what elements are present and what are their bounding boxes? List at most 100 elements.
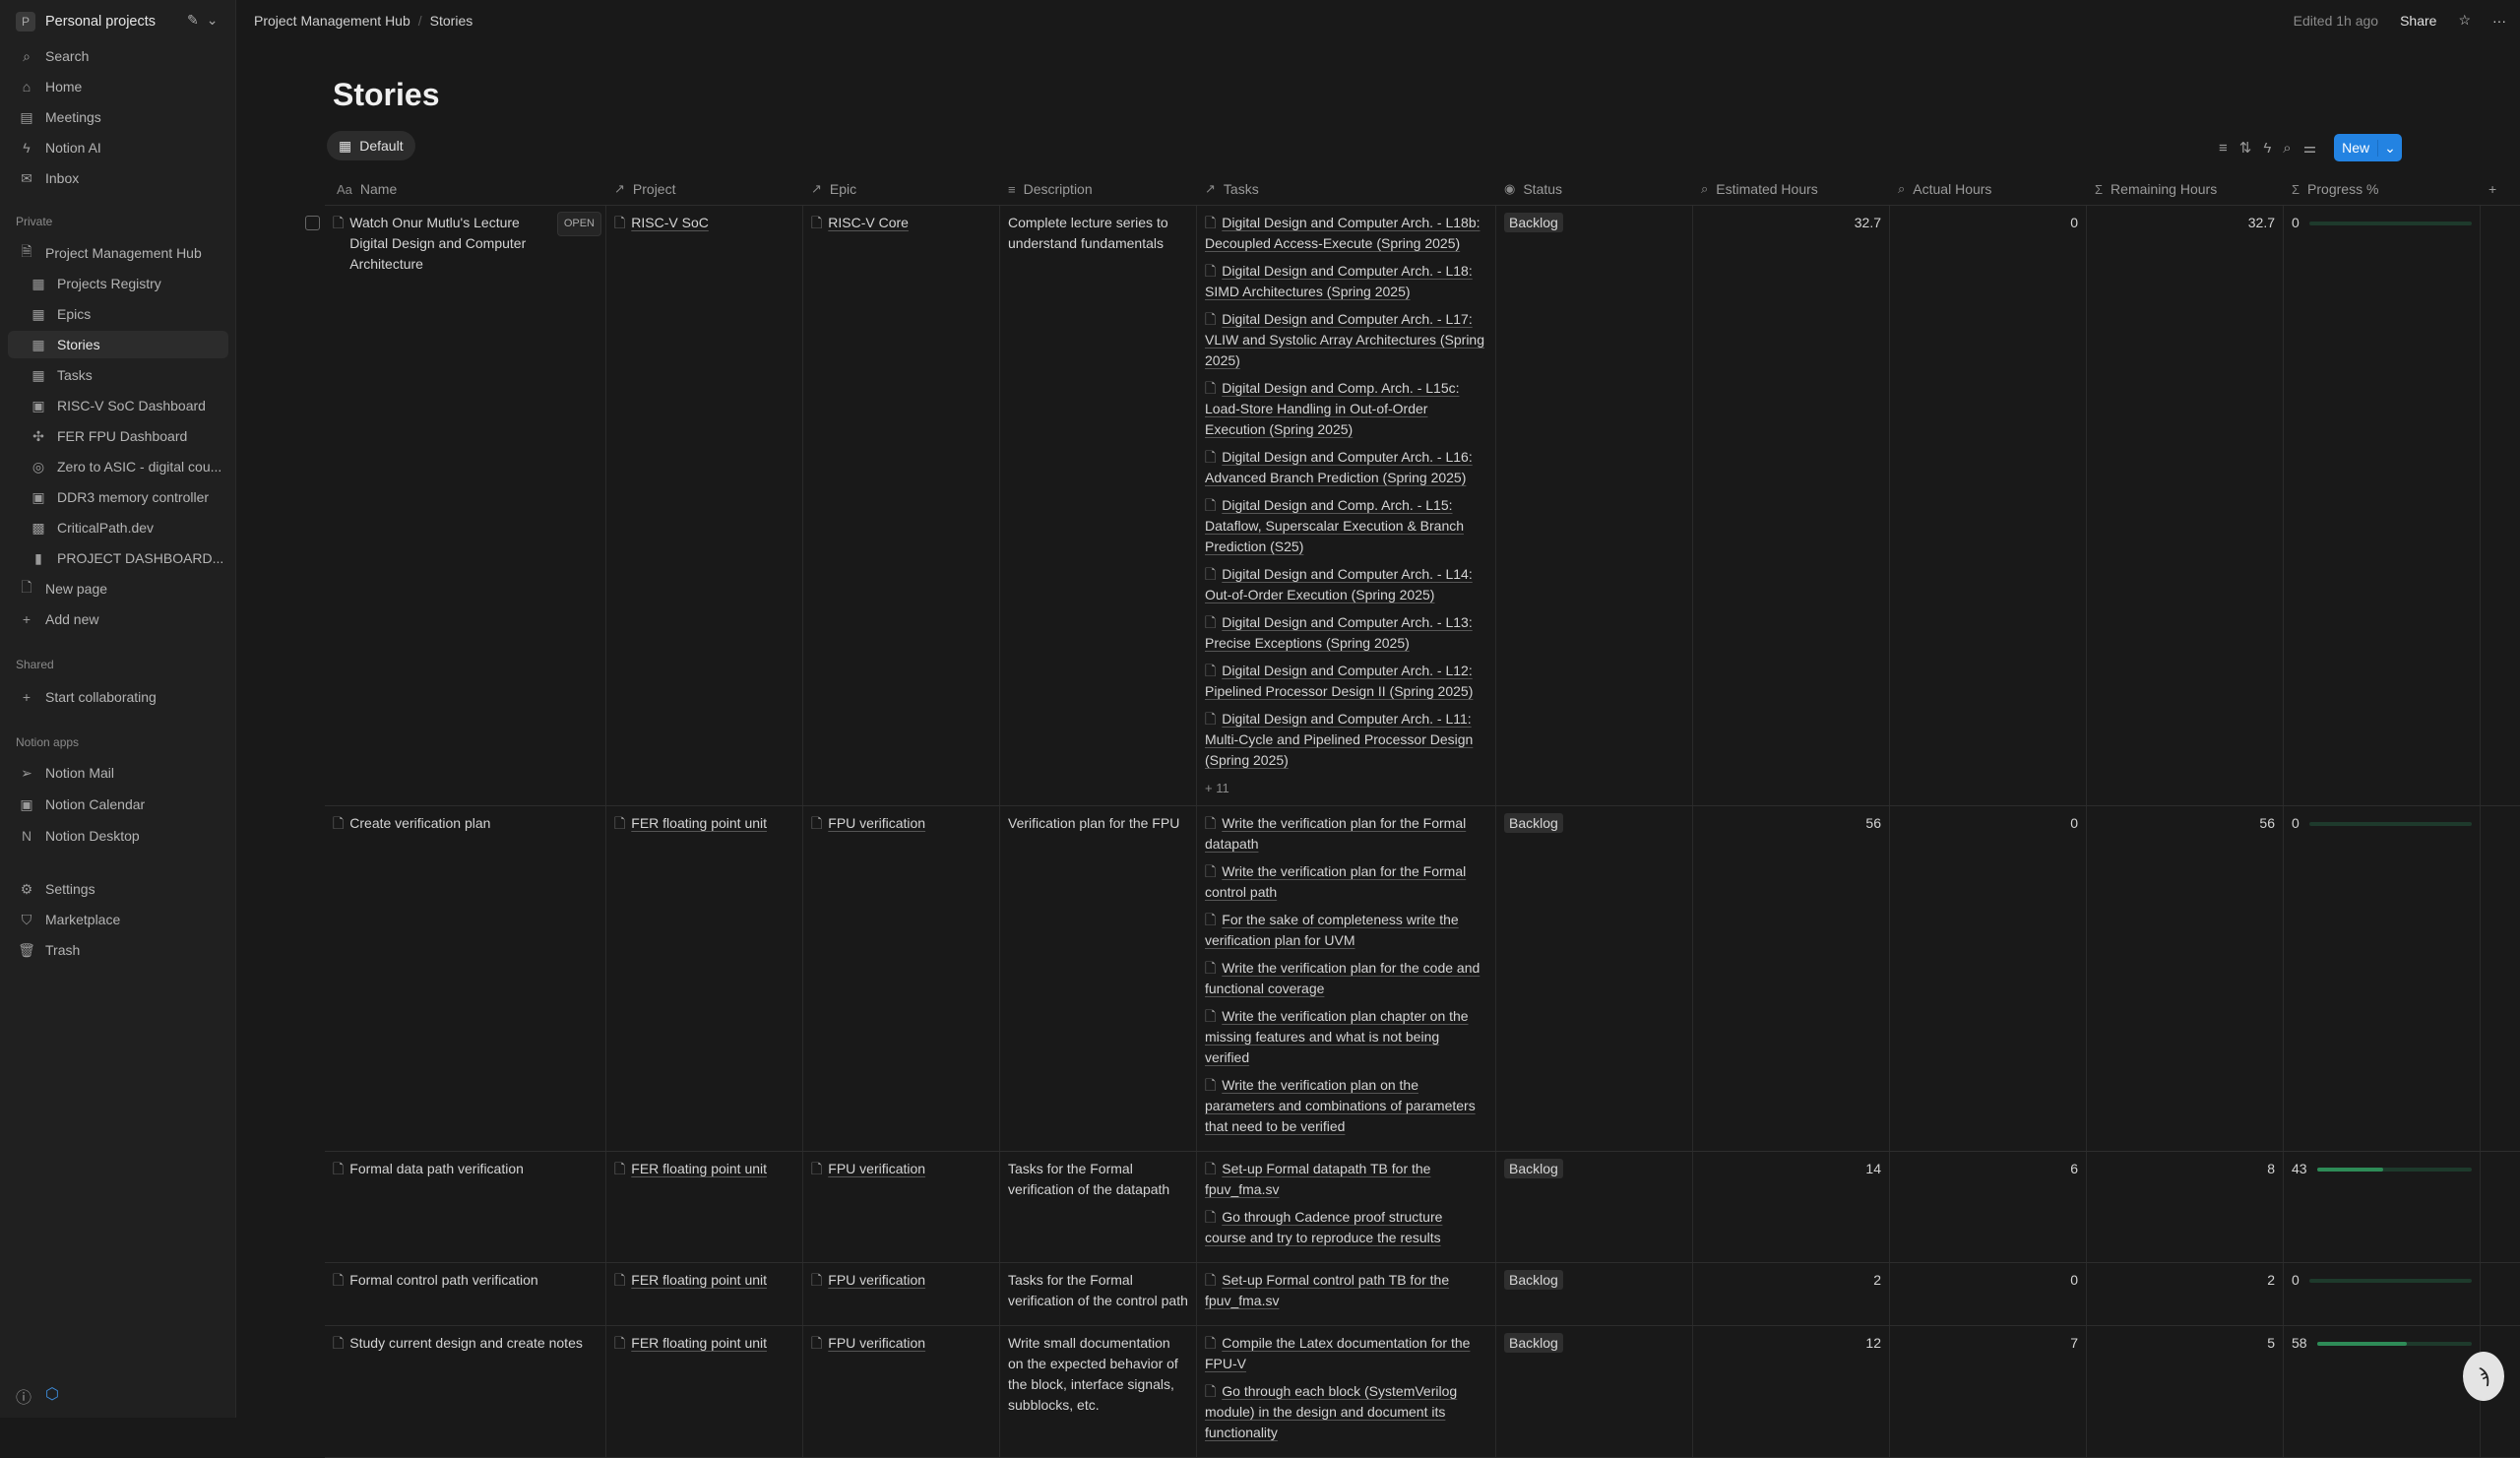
task-title[interactable]: Digital Design and Computer Arch. - L16:…	[1205, 449, 1473, 485]
search-icon[interactable]: ⌕	[2283, 139, 2292, 157]
task-link[interactable]: 🗋 Write the verification plan on the para…	[1205, 1075, 1487, 1137]
add-column-button[interactable]: +	[2488, 181, 2497, 197]
column-header-project[interactable]: ↗ Project	[606, 181, 803, 197]
epic-link[interactable]: RISC-V Core	[828, 215, 909, 230]
sidebar-item-ddr3-memory-controller[interactable]: ▣ DDR3 memory controller	[8, 483, 228, 511]
task-link[interactable]: 🗋 Digital Design and Computer Arch. - L18…	[1205, 261, 1487, 302]
task-title[interactable]: Write the verification plan chapter on t…	[1205, 1008, 1469, 1065]
column-header-estimated-hours[interactable]: ⌕ Estimated Hours	[1693, 181, 1890, 197]
sidebar-item-inbox[interactable]: ✉ Inbox	[8, 164, 228, 192]
row-name[interactable]: Formal control path verification	[349, 1272, 538, 1288]
sidebar-item-new-page[interactable]: 🗋 New page	[8, 575, 228, 602]
project-link[interactable]: FER floating point unit	[631, 1161, 768, 1176]
sort-icon[interactable]: ⇅	[2238, 140, 2252, 157]
sidebar-item-notion-desktop[interactable]: N Notion Desktop	[8, 822, 228, 850]
task-title[interactable]: Compile the Latex documentation for the …	[1205, 1335, 1471, 1371]
chevron-down-icon[interactable]: ⌄	[2377, 139, 2402, 157]
task-title[interactable]: Digital Design and Computer Arch. - L18:…	[1205, 263, 1473, 299]
sidebar-item-tasks[interactable]: ▦ Tasks	[8, 361, 228, 389]
task-link[interactable]: 🗋 Write the verification plan for the For…	[1205, 813, 1487, 855]
column-header-epic[interactable]: ↗ Epic	[803, 181, 1000, 197]
task-link[interactable]: 🗋 Write the verification plan for the For…	[1205, 861, 1487, 903]
column-header-status[interactable]: ◉ Status	[1496, 181, 1693, 197]
sidebar-item-settings[interactable]: ⚙ Settings	[8, 875, 228, 903]
sidebar-item-stories[interactable]: ▦ Stories	[8, 331, 228, 358]
sidebar-item-zero-to-asic-digital-cou[interactable]: ◎ Zero to ASIC - digital cou...	[8, 453, 228, 480]
view-tab-default[interactable]: ▦ Default	[327, 131, 415, 160]
row-name[interactable]: Create verification plan	[349, 815, 491, 831]
task-link[interactable]: 🗋 Digital Design and Computer Arch. - L18…	[1205, 213, 1487, 254]
sidebar-item-project-management-hub[interactable]: 🗎 Project Management Hub	[8, 239, 228, 267]
notion-assistant-avatar[interactable]: ϡ	[2463, 1352, 2504, 1401]
sidebar-item-epics[interactable]: ▦ Epics	[8, 300, 228, 328]
task-link[interactable]: 🗋 Write the verification plan for the cod…	[1205, 958, 1487, 999]
more-tasks-count[interactable]: + 11	[1205, 781, 1229, 795]
name-cell[interactable]: 🗋 Formal control path verification	[325, 1263, 606, 1325]
more-icon[interactable]: ···	[2492, 12, 2506, 29]
task-title[interactable]: For the sake of completeness write the v…	[1205, 912, 1459, 948]
task-link[interactable]: 🗋 Set-up Formal datapath TB for the fpuv_…	[1205, 1159, 1487, 1200]
name-cell[interactable]: 🗋 Formal data path verification	[325, 1152, 606, 1262]
breadcrumb-item[interactable]: Project Management Hub	[254, 13, 410, 29]
breadcrumb-item[interactable]: Stories	[429, 13, 473, 29]
task-link[interactable]: 🗋 For the sake of completeness write the …	[1205, 910, 1487, 951]
sidebar-item-add-new[interactable]: + Add new	[8, 605, 228, 633]
open-button[interactable]: OPEN	[556, 212, 601, 236]
task-link[interactable]: 🗋 Compile the Latex documentation for the…	[1205, 1333, 1487, 1374]
task-title[interactable]: Digital Design and Computer Arch. - L11:…	[1205, 711, 1474, 768]
new-page-icon[interactable]: ✎	[187, 12, 199, 28]
project-link[interactable]: FER floating point unit	[631, 815, 768, 831]
star-icon[interactable]: ☆	[2458, 12, 2471, 28]
table-row[interactable]: 🗋 Formal data path verification 🗋 FER float…	[325, 1152, 2520, 1263]
task-link[interactable]: 🗋 Digital Design and Computer Arch. - L12…	[1205, 661, 1487, 702]
row-name[interactable]: Watch Onur Mutlu's Lecture Digital Desig…	[349, 215, 527, 272]
task-link[interactable]: 🗋 Digital Design and Computer Arch. - L14…	[1205, 564, 1487, 605]
task-title[interactable]: Set-up Formal datapath TB for the fpuv_f…	[1205, 1161, 1431, 1197]
task-title[interactable]: Digital Design and Computer Arch. - L18b…	[1205, 215, 1480, 251]
epic-link[interactable]: FPU verification	[828, 1272, 926, 1288]
sidebar-item-marketplace[interactable]: ⛉ Marketplace	[8, 906, 228, 933]
sidebar-item-search[interactable]: ⌕ Search	[8, 42, 228, 70]
table-row[interactable]: 🗋 Formal control path verification 🗋 FER fl…	[325, 1263, 2520, 1326]
name-cell[interactable]: 🗋 Study current design and create notes	[325, 1326, 606, 1457]
new-label[interactable]: New	[2342, 140, 2370, 156]
task-title[interactable]: Set-up Formal control path TB for the fp…	[1205, 1272, 1450, 1308]
name-cell[interactable]: 🗋 Create verification plan	[325, 806, 606, 1151]
task-link[interactable]: 🗋 Digital Design and Computer Arch. - L11…	[1205, 709, 1487, 771]
table-row[interactable]: 🗋 Create verification plan 🗋 FER floating p…	[325, 806, 2520, 1152]
table-row[interactable]: OPEN 🗋 Watch Onur Mutlu's Lecture Digital …	[305, 206, 2520, 806]
table-row[interactable]: 🗋 Study current design and create notes 🗋 F…	[325, 1326, 2520, 1458]
epic-link[interactable]: FPU verification	[828, 1161, 926, 1176]
project-link[interactable]: FER floating point unit	[631, 1272, 768, 1288]
sidebar-item-home[interactable]: ⌂ Home	[8, 73, 228, 100]
sidebar-item-notion-calendar[interactable]: ▣ Notion Calendar	[8, 791, 228, 818]
sidebar-item-project-dashboard[interactable]: ▮ PROJECT DASHBOARD...	[8, 544, 228, 572]
column-header-remaining-hours[interactable]: Σ Remaining Hours	[2087, 181, 2284, 197]
sidebar-item-projects-registry[interactable]: ▦ Projects Registry	[8, 270, 228, 297]
project-link[interactable]: RISC-V SoC	[631, 215, 709, 230]
task-title[interactable]: Digital Design and Computer Arch. - L12:…	[1205, 663, 1474, 699]
task-link[interactable]: 🗋 Digital Design and Comp. Arch. - L15c: …	[1205, 378, 1487, 440]
task-title[interactable]: Digital Design and Comp. Arch. - L15c: L…	[1205, 380, 1460, 437]
sidebar-item-fer-fpu-dashboard[interactable]: ✣ FER FPU Dashboard	[8, 422, 228, 450]
row-name[interactable]: Study current design and create notes	[349, 1335, 583, 1351]
chevron-down-icon[interactable]: ⌄	[206, 12, 219, 28]
task-title[interactable]: Write the verification plan for the Form…	[1205, 815, 1467, 852]
column-header-tasks[interactable]: ↗ Tasks	[1197, 181, 1496, 197]
workspace-switcher[interactable]: P Personal projects	[16, 10, 156, 33]
task-link[interactable]: 🗋 Digital Design and Computer Arch. - L17…	[1205, 309, 1487, 371]
column-header-description[interactable]: ≡ Description	[1000, 181, 1197, 197]
column-header-progress[interactable]: Σ Progress %	[2284, 181, 2481, 197]
epic-link[interactable]: FPU verification	[828, 1335, 926, 1351]
column-header-name[interactable]: Aa Name	[325, 181, 606, 197]
name-cell[interactable]: OPEN 🗋 Watch Onur Mutlu's Lecture Digital …	[305, 206, 606, 805]
task-link[interactable]: 🗋 Go through Cadence proof structure cour…	[1205, 1207, 1487, 1248]
task-title[interactable]: Digital Design and Computer Arch. - L14:…	[1205, 566, 1473, 602]
settings-sliders-icon[interactable]: ⚌	[2302, 140, 2317, 157]
task-link[interactable]: 🗋 Digital Design and Comp. Arch. - L15: D…	[1205, 495, 1487, 557]
task-link[interactable]: 🗋 Digital Design and Computer Arch. - L13…	[1205, 612, 1487, 654]
task-link[interactable]: 🗋 Write the verification plan chapter on …	[1205, 1006, 1487, 1068]
task-title[interactable]: Digital Design and Comp. Arch. - L15: Da…	[1205, 497, 1465, 554]
task-link[interactable]: 🗋 Go through each block (SystemVerilog mo…	[1205, 1381, 1487, 1443]
help-icon[interactable]: ⓘ	[16, 1390, 32, 1407]
